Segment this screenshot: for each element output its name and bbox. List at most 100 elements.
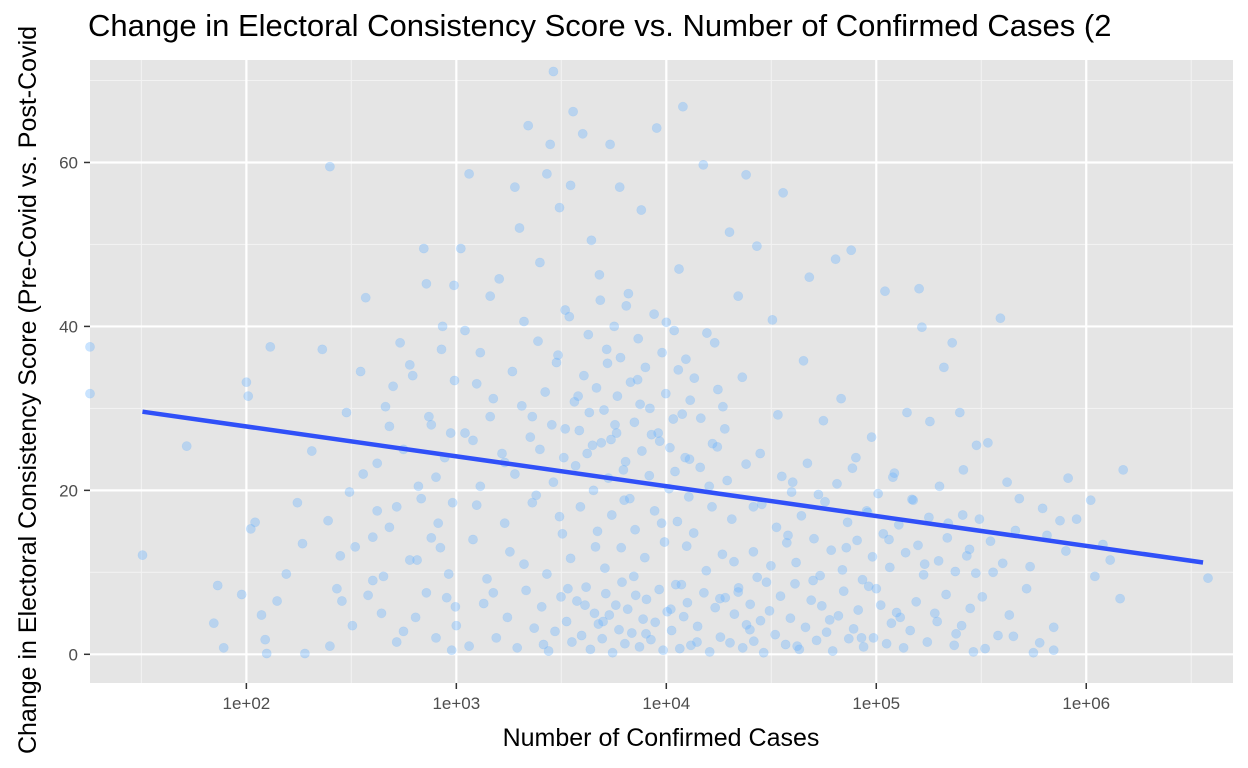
data-point <box>485 291 496 301</box>
data-point <box>421 278 432 289</box>
data-point <box>773 409 783 420</box>
data-point <box>550 626 560 637</box>
data-point <box>654 436 665 447</box>
data-point <box>775 591 786 601</box>
data-point <box>317 344 328 355</box>
data-point <box>686 640 696 651</box>
data-point <box>582 448 593 459</box>
data-point <box>995 313 1006 324</box>
data-point <box>355 366 366 377</box>
data-point <box>701 565 712 576</box>
data-point <box>917 322 927 333</box>
data-point <box>431 633 441 643</box>
data-point <box>426 419 437 430</box>
data-point <box>529 623 540 633</box>
data-point <box>641 628 651 639</box>
data-point <box>443 569 454 579</box>
data-point <box>665 604 676 615</box>
data-point <box>573 391 583 401</box>
data-point <box>404 359 415 370</box>
data-point <box>376 608 387 619</box>
data-point <box>660 388 671 399</box>
data-point <box>676 579 687 590</box>
data-point <box>780 639 791 650</box>
data-point <box>688 528 699 538</box>
data-point <box>1115 593 1125 604</box>
data-point <box>464 641 474 651</box>
data-point <box>583 329 594 340</box>
data-point <box>398 626 409 637</box>
data-point <box>1025 561 1035 572</box>
data-point <box>372 458 383 469</box>
data-point <box>391 501 402 512</box>
data-point <box>715 632 726 642</box>
data-point <box>895 612 906 623</box>
data-point <box>272 596 282 606</box>
data-point <box>323 515 333 526</box>
data-point <box>954 407 965 418</box>
data-point <box>516 400 527 411</box>
data-point <box>594 269 605 280</box>
x-tick-label: 1e+03 <box>432 694 480 713</box>
data-point <box>983 437 993 448</box>
data-point <box>692 637 702 647</box>
major-gridlines <box>90 60 1233 683</box>
data-point <box>748 636 759 647</box>
data-point <box>570 460 581 471</box>
data-point <box>395 337 405 348</box>
data-point <box>324 641 335 651</box>
data-point <box>533 336 543 347</box>
data-point <box>820 496 830 507</box>
data-point <box>852 535 862 546</box>
data-point <box>678 611 689 622</box>
x-tick-label: 1e+06 <box>1062 694 1110 713</box>
x-tick-label: 1e+02 <box>222 694 270 713</box>
data-point <box>372 505 383 516</box>
data-point <box>596 437 607 448</box>
data-point <box>525 432 536 442</box>
data-point <box>670 579 681 590</box>
data-point <box>766 560 776 571</box>
data-point <box>951 628 961 639</box>
data-point <box>719 423 730 434</box>
data-point <box>575 501 586 512</box>
data-point <box>900 547 911 558</box>
data-point <box>919 559 930 569</box>
data-point <box>977 592 988 602</box>
data-point <box>761 577 772 588</box>
data-point <box>755 448 766 459</box>
data-point <box>431 472 441 483</box>
data-point <box>557 528 568 539</box>
data-point <box>1090 571 1100 582</box>
data-point <box>598 616 608 627</box>
data-point <box>811 635 822 646</box>
data-point <box>236 589 247 600</box>
data-point <box>867 551 878 562</box>
data-point <box>950 566 961 577</box>
data-point <box>565 180 576 191</box>
data-point <box>1061 546 1071 556</box>
data-point <box>800 622 811 633</box>
data-point <box>713 384 723 395</box>
data-point <box>558 452 569 463</box>
data-point <box>974 514 985 524</box>
data-point <box>886 618 897 629</box>
data-point <box>884 534 894 545</box>
data-point <box>635 399 645 410</box>
data-point <box>796 510 807 521</box>
data-point <box>781 537 792 548</box>
data-point <box>645 403 655 414</box>
data-point <box>1048 645 1059 656</box>
data-point <box>418 243 429 254</box>
data-point <box>388 381 398 392</box>
data-point <box>922 637 933 647</box>
data-point <box>576 630 587 641</box>
data-point <box>1118 464 1129 475</box>
data-point <box>776 471 787 482</box>
data-point <box>790 578 800 589</box>
data-point <box>720 592 731 603</box>
data-point <box>755 615 766 626</box>
data-point <box>606 434 616 445</box>
data-point <box>485 411 496 422</box>
